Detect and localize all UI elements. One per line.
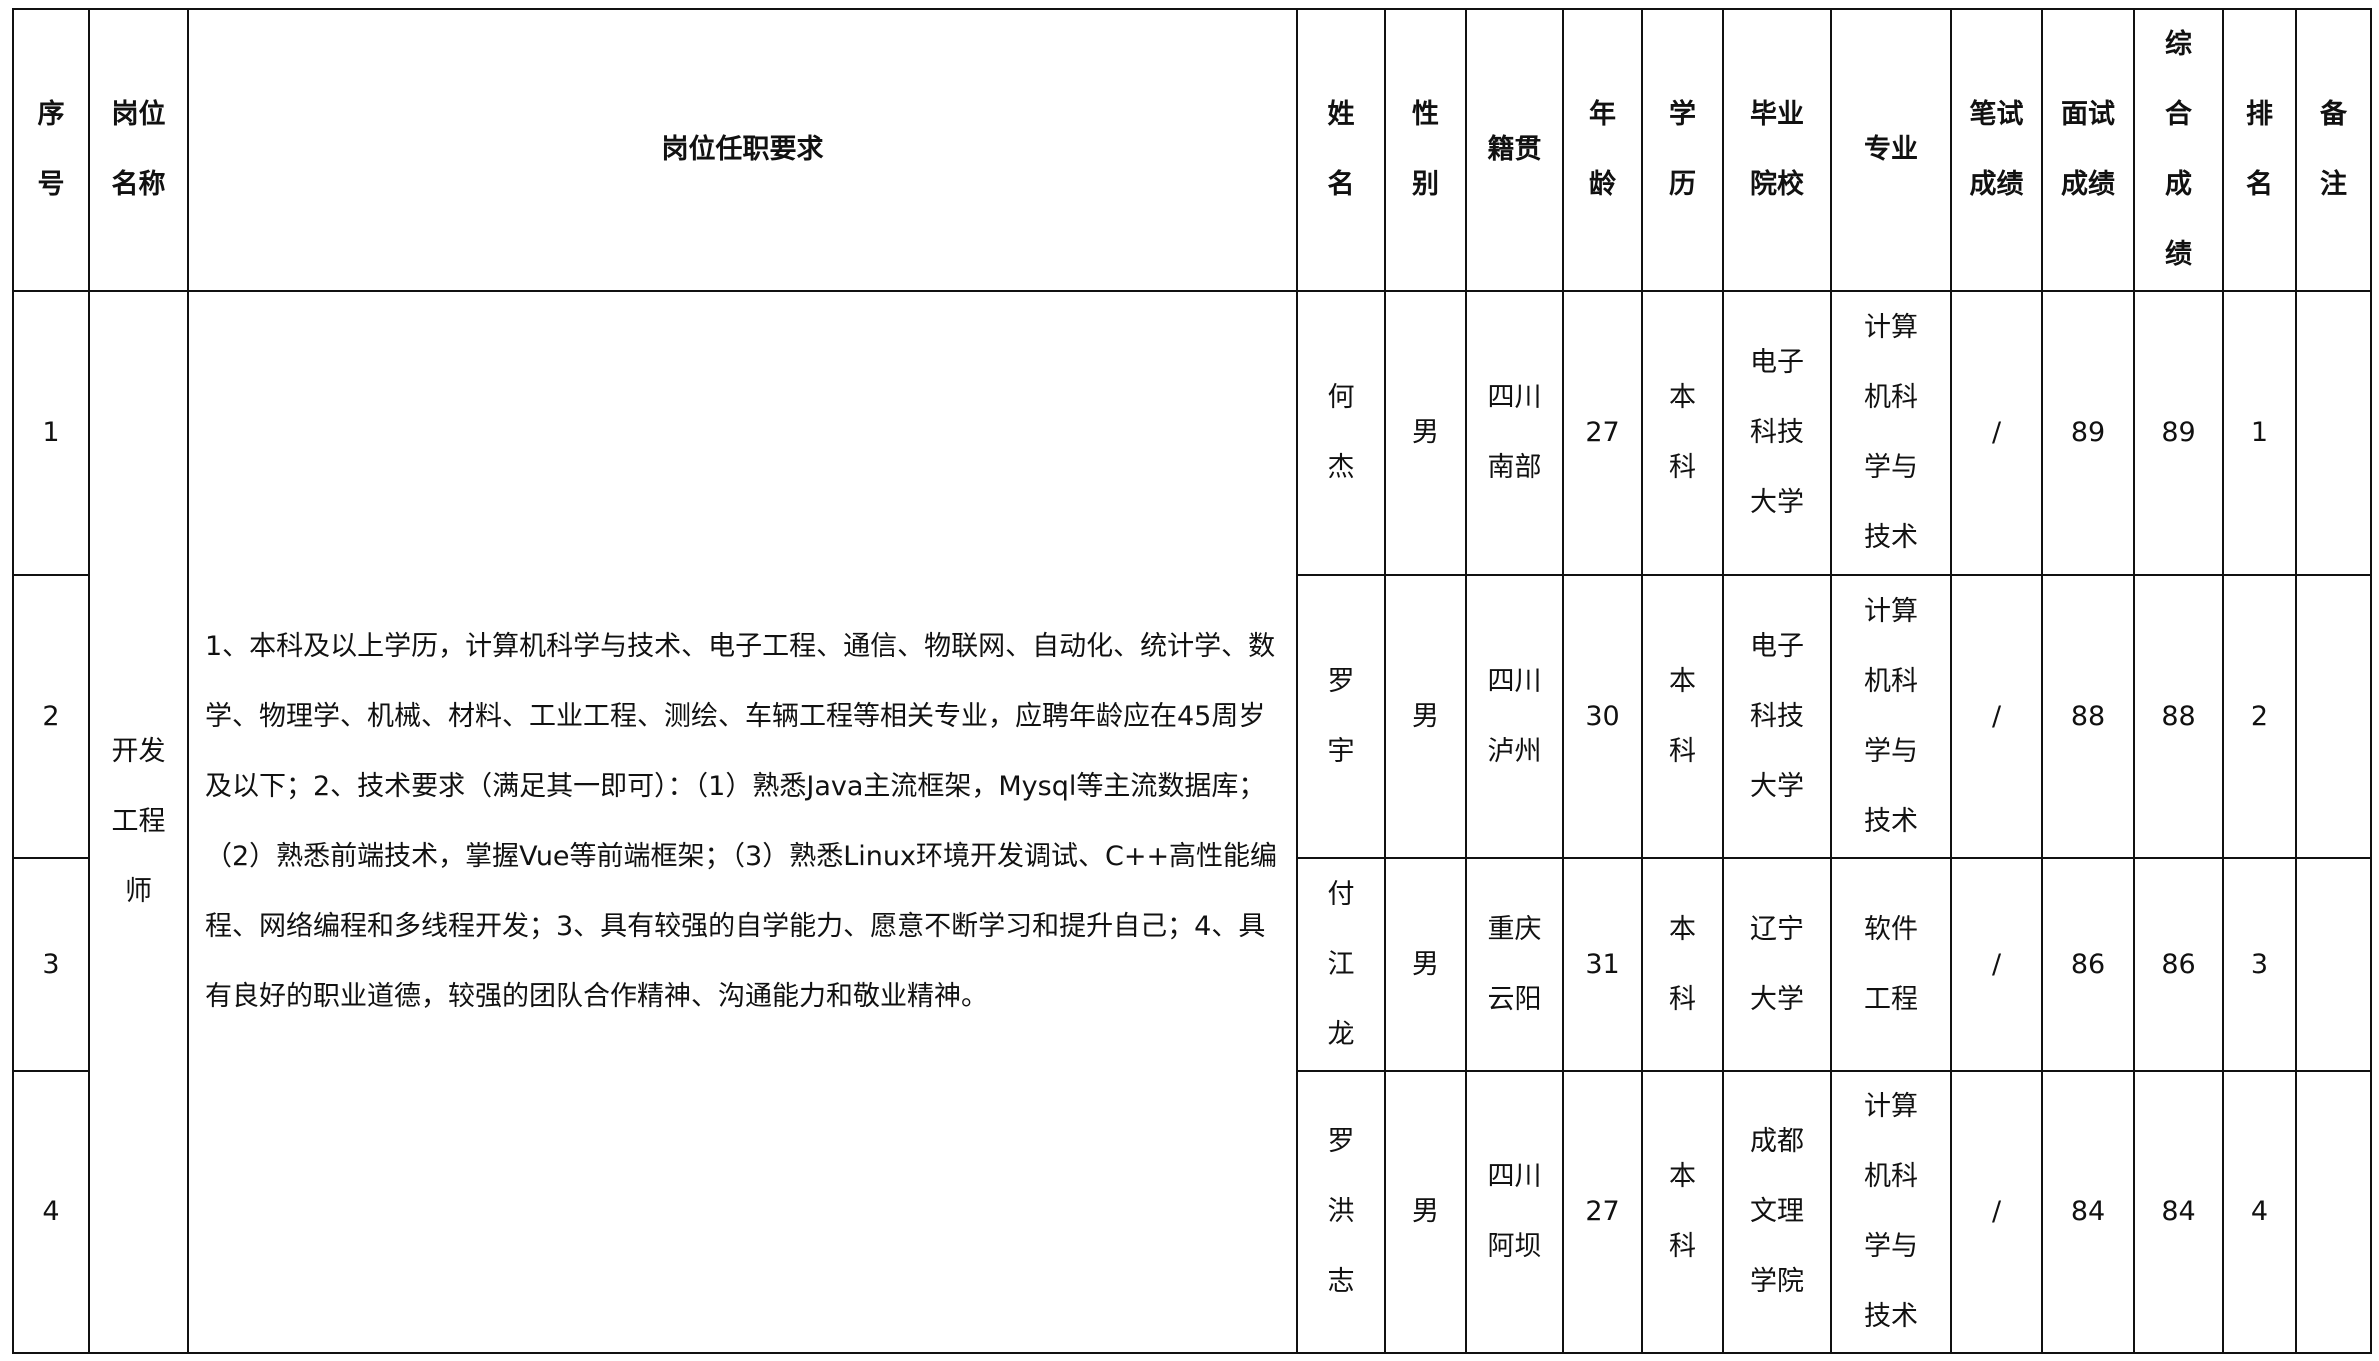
cell-education: 本科 (1641, 1070, 1724, 1354)
cell-school: 辽宁大学 (1722, 857, 1832, 1072)
header-remark: 备注 (2295, 8, 2372, 292)
table-row: 4 罗洪志 男 四川阿坝 27 本科 成都文理学院 计算机科学与技术 / 84 … (12, 1070, 2372, 1354)
cell-remark (2295, 1070, 2372, 1354)
cell-interview: 89 (2041, 290, 2135, 576)
cell-total: 84 (2133, 1070, 2224, 1354)
header-written: 笔试成绩 (1950, 8, 2043, 292)
cell-origin: 四川泸州 (1465, 574, 1564, 859)
recruitment-results-table: 序号 岗位名称 岗位任职要求 姓名 性别 籍贯 年龄 学历 毕业院校 专业 笔试… (12, 8, 2372, 1354)
cell-remark (2295, 290, 2372, 576)
cell-origin: 四川阿坝 (1465, 1070, 1564, 1354)
cell-interview: 86 (2041, 857, 2135, 1072)
cell-education: 本科 (1641, 857, 1724, 1072)
cell-rank: 1 (2222, 290, 2297, 576)
cell-school: 电子科技大学 (1722, 290, 1832, 576)
cell-written: / (1950, 857, 2043, 1072)
cell-major: 计算机科学与技术 (1830, 574, 1952, 859)
table-row: 3 付江龙 男 重庆云阳 31 本科 辽宁大学 软件工程 / 86 86 3 (12, 857, 2372, 1072)
header-origin: 籍贯 (1465, 8, 1564, 292)
header-major: 专业 (1830, 8, 1952, 292)
header-age: 年龄 (1562, 8, 1643, 292)
cell-name: 罗宇 (1296, 574, 1386, 859)
table-row: 1 开发工程师 1、本科及以上学历，计算机科学与技术、电子工程、通信、物联网、自… (12, 290, 2372, 1354)
cell-rank: 2 (2222, 574, 2297, 859)
cell-major: 软件工程 (1830, 857, 1952, 1072)
header-requirements: 岗位任职要求 (187, 8, 1298, 292)
cell-total: 88 (2133, 574, 2224, 859)
header-total: 综合成绩 (2133, 8, 2224, 292)
cell-seq: 2 (12, 574, 90, 859)
cell-remark (2295, 574, 2372, 859)
cell-name: 付江龙 (1296, 857, 1386, 1072)
cell-education: 本科 (1641, 574, 1724, 859)
header-education: 学历 (1641, 8, 1724, 292)
cell-major: 计算机科学与技术 (1830, 290, 1952, 576)
cell-gender: 男 (1384, 857, 1467, 1072)
cell-written: / (1950, 290, 2043, 576)
cell-name: 罗洪志 (1296, 1070, 1386, 1354)
cell-education: 本科 (1641, 290, 1724, 576)
cell-name: 何杰 (1296, 290, 1386, 576)
cell-interview: 88 (2041, 574, 2135, 859)
cell-age: 30 (1562, 574, 1643, 859)
cell-school: 成都文理学院 (1722, 1070, 1832, 1354)
cell-remark (2295, 857, 2372, 1072)
cell-rank: 3 (2222, 857, 2297, 1072)
header-seq: 序号 (12, 8, 90, 292)
cell-interview: 84 (2041, 1070, 2135, 1354)
header-name: 姓名 (1296, 8, 1386, 292)
table-row: 2 罗宇 男 四川泸州 30 本科 电子科技大学 计算机科学与技术 / 88 8… (12, 574, 2372, 859)
header-gender: 性别 (1384, 8, 1467, 292)
cell-gender: 男 (1384, 574, 1467, 859)
cell-seq: 3 (12, 857, 90, 1072)
cell-gender: 男 (1384, 290, 1467, 576)
cell-major: 计算机科学与技术 (1830, 1070, 1952, 1354)
cell-gender: 男 (1384, 1070, 1467, 1354)
cell-total: 86 (2133, 857, 2224, 1072)
header-position: 岗位名称 (88, 8, 189, 292)
cell-seq: 1 (12, 290, 90, 576)
cell-seq: 4 (12, 1070, 90, 1354)
cell-school: 电子科技大学 (1722, 574, 1832, 859)
cell-requirements: 1、本科及以上学历，计算机科学与技术、电子工程、通信、物联网、自动化、统计学、数… (187, 290, 1298, 1354)
cell-total: 89 (2133, 290, 2224, 576)
header-interview: 面试成绩 (2041, 8, 2135, 292)
cell-written: / (1950, 574, 2043, 859)
header-rank: 排名 (2222, 8, 2297, 292)
header-row: 序号 岗位名称 岗位任职要求 姓名 性别 籍贯 年龄 学历 毕业院校 专业 笔试… (12, 8, 2372, 292)
cell-age: 31 (1562, 857, 1643, 1072)
cell-origin: 四川南部 (1465, 290, 1564, 576)
cell-rank: 4 (2222, 1070, 2297, 1354)
cell-position: 开发工程师 (88, 290, 189, 1354)
cell-origin: 重庆云阳 (1465, 857, 1564, 1072)
header-school: 毕业院校 (1722, 8, 1832, 292)
cell-age: 27 (1562, 290, 1643, 576)
cell-age: 27 (1562, 1070, 1643, 1354)
cell-written: / (1950, 1070, 2043, 1354)
